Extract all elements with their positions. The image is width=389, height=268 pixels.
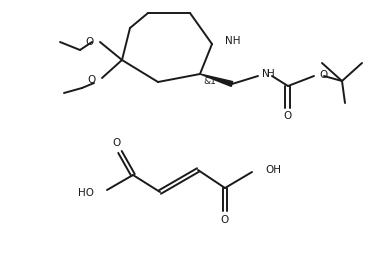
Text: O: O — [86, 37, 94, 47]
Text: O: O — [88, 75, 96, 85]
Polygon shape — [200, 74, 233, 86]
Text: O: O — [113, 138, 121, 148]
Text: N: N — [262, 69, 270, 79]
Text: OH: OH — [265, 165, 281, 175]
Text: O: O — [221, 215, 229, 225]
Text: H: H — [267, 69, 275, 79]
Text: NH: NH — [225, 36, 240, 46]
Text: O: O — [284, 111, 292, 121]
Text: HO: HO — [78, 188, 94, 198]
Text: O: O — [319, 70, 327, 80]
Text: &1: &1 — [203, 77, 216, 86]
